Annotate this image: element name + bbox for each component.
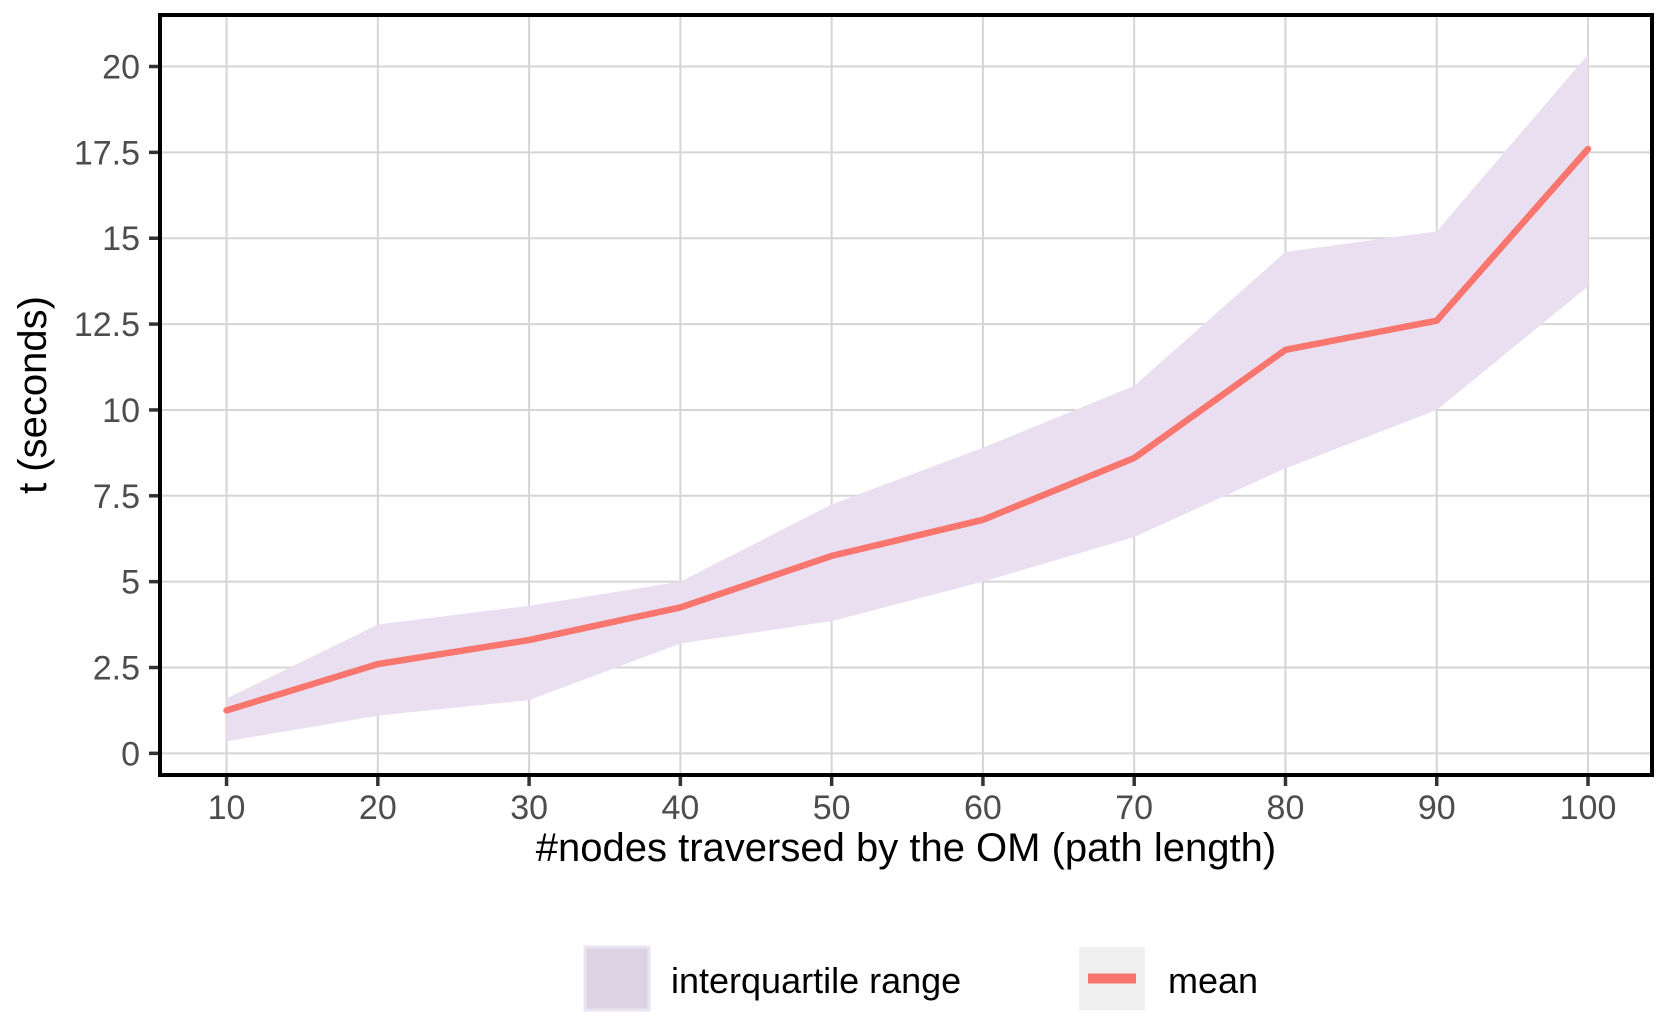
- x-tick-label: 20: [359, 789, 397, 827]
- y-tick-label: 0: [121, 735, 140, 773]
- y-tick-label: 17.5: [74, 134, 140, 172]
- x-tick-label: 50: [813, 789, 851, 827]
- x-tick-label: 70: [1115, 789, 1153, 827]
- panel-border: [158, 13, 1654, 777]
- legend-label-mean: mean: [1168, 960, 1258, 1001]
- legend-swatch-iqr: [583, 945, 651, 1012]
- x-tick-label: 40: [661, 789, 699, 827]
- x-tick-label: 90: [1418, 789, 1456, 827]
- x-axis-title: #nodes traversed by the OM (path length): [536, 826, 1276, 870]
- y-axis-ticks: 0 2.5 5 7.5 10 12.5 15 17.5 20: [74, 49, 158, 773]
- x-tick-label: 10: [208, 789, 246, 827]
- y-tick-label: 12.5: [74, 306, 140, 344]
- x-tick-label: 100: [1560, 789, 1617, 827]
- legend: interquartile range mean: [583, 945, 1258, 1012]
- x-tick-label: 60: [964, 789, 1002, 827]
- legend-label-iqr: interquartile range: [671, 960, 961, 1001]
- y-tick-label: 10: [102, 392, 140, 430]
- y-tick-label: 5: [121, 564, 140, 602]
- y-tick-label: 15: [102, 220, 140, 258]
- x-axis-ticks: 10 20 30 40 50 60 70 80 90 100: [208, 777, 1617, 827]
- y-tick-label: 20: [102, 49, 140, 87]
- mean-line: [223, 145, 1592, 714]
- y-tick-label: 7.5: [93, 478, 140, 516]
- x-tick-label: 30: [510, 789, 548, 827]
- y-axis-title: t (seconds): [11, 296, 55, 494]
- y-tick-label: 2.5: [93, 650, 140, 688]
- iqr-band: [226, 54, 1589, 742]
- x-tick-label: 80: [1267, 789, 1305, 827]
